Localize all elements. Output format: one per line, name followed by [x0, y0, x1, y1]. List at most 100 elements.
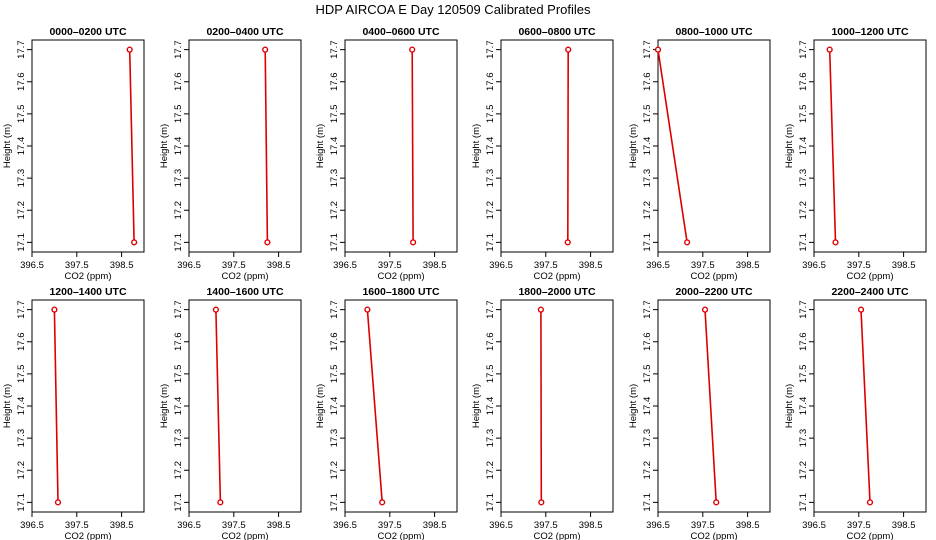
x-axis-label: CO2 (ppm) [534, 271, 581, 282]
y-tick-label: 17.7 [16, 40, 27, 59]
y-axis-label: Height (m) [2, 124, 13, 168]
y-tick-label: 17.5 [173, 365, 184, 384]
y-tick-label: 17.1 [16, 233, 27, 252]
x-tick-label: 398.5 [423, 520, 447, 531]
y-tick-label: 17.4 [173, 397, 184, 416]
panel-title: 1600–1800 UTC [362, 286, 439, 298]
panel-title: 0800–1000 UTC [675, 26, 752, 38]
x-tick-label: 397.5 [378, 520, 402, 531]
y-tick-label: 17.3 [485, 429, 496, 448]
y-tick-label: 17.3 [329, 169, 340, 188]
y-tick-label: 17.7 [329, 40, 340, 59]
profile-point [364, 306, 371, 313]
x-axis-label: CO2 (ppm) [691, 531, 738, 540]
profile-line [704, 309, 717, 503]
y-tick-label: 17.6 [798, 333, 809, 352]
x-tick-label: 396.5 [489, 520, 513, 531]
x-tick-label: 397.5 [222, 520, 246, 531]
profile-point [537, 306, 544, 313]
x-axis-label: CO2 (ppm) [847, 271, 894, 282]
y-tick-label: 17.1 [485, 493, 496, 512]
y-tick-label: 17.7 [173, 300, 184, 319]
y-tick-label: 17.5 [485, 105, 496, 124]
x-axis-label: CO2 (ppm) [222, 271, 269, 282]
y-tick-label: 17.5 [16, 365, 27, 384]
profile-line [411, 49, 414, 243]
panel-title: 2000–2200 UTC [675, 286, 752, 298]
profile-point [54, 499, 62, 506]
panel-11: 2000–2200 UTC 396.5 397.5 398.5 17.1 17.2 17.3… [628, 286, 771, 540]
profile-point [212, 306, 219, 313]
y-tick-label: 17.2 [798, 201, 809, 220]
y-tick-label: 17.2 [16, 461, 27, 480]
profile-point [51, 306, 58, 313]
profile-point [654, 46, 662, 53]
y-tick-label: 17.2 [642, 201, 653, 220]
x-tick-label: 398.5 [736, 260, 760, 271]
y-tick-label: 17.7 [16, 300, 27, 319]
profile-point [701, 306, 709, 313]
y-tick-label: 17.2 [642, 461, 653, 480]
profile-line [657, 49, 688, 243]
profile-point [832, 239, 839, 246]
y-tick-label: 17.3 [16, 429, 27, 448]
x-axis-label: CO2 (ppm) [378, 531, 425, 540]
y-tick-label: 17.5 [485, 365, 496, 384]
y-tick-label: 17.6 [173, 73, 184, 92]
x-axis-label: CO2 (ppm) [65, 271, 112, 282]
x-axis-label: CO2 (ppm) [65, 531, 112, 540]
y-tick-label: 17.7 [798, 40, 809, 59]
y-tick-label: 17.5 [329, 105, 340, 124]
y-tick-label: 17.5 [642, 105, 653, 124]
x-tick-label: 397.5 [378, 260, 402, 271]
y-tick-label: 17.4 [485, 397, 496, 416]
profile-line [53, 309, 59, 503]
x-tick-label: 397.5 [847, 260, 871, 271]
x-axis-label: CO2 (ppm) [222, 531, 269, 540]
profile-point [565, 46, 572, 53]
y-axis-label: Height (m) [784, 124, 795, 168]
profile-point [866, 499, 874, 506]
x-axis-label: CO2 (ppm) [534, 531, 581, 540]
y-tick-label: 17.3 [485, 169, 496, 188]
profile-line [215, 309, 222, 503]
y-tick-label: 17.4 [16, 397, 27, 416]
y-tick-label: 17.6 [329, 73, 340, 92]
panel-title: 1000–1200 UTC [831, 26, 908, 38]
y-axis-label: Height (m) [159, 124, 170, 168]
panel-1: 0000–0200 UTC 396.5 397.5 398.5 17.1 17.2 17.3… [2, 26, 145, 282]
x-tick-label: 398.5 [110, 520, 134, 531]
profile-line [860, 309, 871, 503]
y-tick-label: 17.2 [16, 201, 27, 220]
y-tick-label: 17.3 [642, 429, 653, 448]
x-tick-label: 396.5 [802, 520, 826, 531]
x-tick-label: 398.5 [579, 520, 603, 531]
y-tick-label: 17.4 [642, 397, 653, 416]
panels-grid: 0000–0200 UTC 396.5 397.5 398.5 17.1 17.2 17.3… [2, 26, 927, 540]
y-tick-label: 17.2 [173, 201, 184, 220]
x-tick-label: 396.5 [177, 520, 201, 531]
y-tick-label: 17.4 [16, 137, 27, 156]
x-tick-label: 398.5 [892, 260, 916, 271]
panel-6: 1000–1200 UTC 396.5 397.5 398.5 17.1 17.2 17.3… [784, 26, 927, 282]
figure-title: HDP AIRCOA E Day 120509 Calibrated Profi… [315, 2, 591, 17]
y-tick-label: 17.7 [485, 40, 496, 59]
y-axis-label: Height (m) [159, 384, 170, 428]
y-tick-label: 17.5 [798, 365, 809, 384]
x-tick-label: 397.5 [534, 260, 558, 271]
y-tick-label: 17.2 [485, 461, 496, 480]
x-tick-label: 396.5 [802, 260, 826, 271]
panel-2: 0200–0400 UTC 396.5 397.5 398.5 17.1 17.2 17.3… [159, 26, 302, 282]
y-axis-label: Height (m) [471, 384, 482, 428]
y-tick-label: 17.1 [798, 493, 809, 512]
y-axis-label: Height (m) [315, 384, 326, 428]
x-tick-label: 397.5 [847, 520, 871, 531]
y-tick-label: 17.6 [485, 73, 496, 92]
y-tick-label: 17.6 [642, 333, 653, 352]
y-tick-label: 17.6 [642, 73, 653, 92]
y-tick-label: 17.5 [173, 105, 184, 124]
y-tick-label: 17.1 [16, 493, 27, 512]
y-tick-label: 17.1 [798, 233, 809, 252]
panel-10: 1800–2000 UTC 396.5 397.5 398.5 17.1 17.2 17.3… [471, 286, 614, 540]
